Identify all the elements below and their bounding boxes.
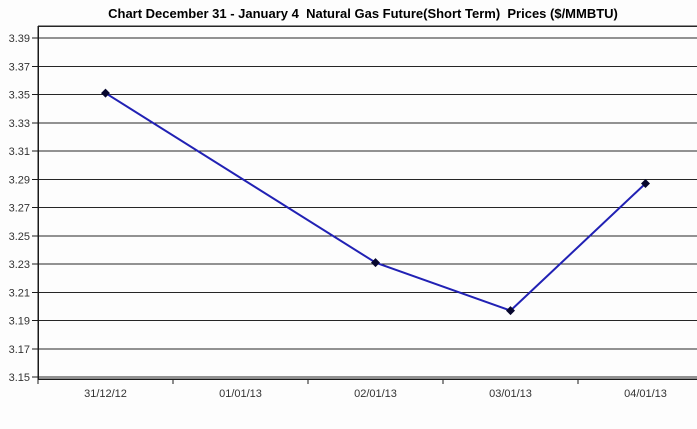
y-axis-tick-label: 3.19 bbox=[9, 316, 30, 328]
price-series-line bbox=[104, 92, 647, 312]
y-axis-tick-label: 3.23 bbox=[9, 259, 30, 271]
y-axis-tick-label: 3.27 bbox=[9, 203, 30, 215]
data-point-marker bbox=[506, 306, 515, 316]
y-axis-tick-label: 3.35 bbox=[9, 90, 30, 102]
x-axis-tick-label: 03/01/13 bbox=[489, 388, 532, 400]
y-axis-tick-label: 3.39 bbox=[9, 33, 30, 45]
y-axis-tick-label: 3.21 bbox=[9, 287, 30, 299]
y-axis-tick-label: 3.15 bbox=[9, 372, 30, 384]
data-point-marker bbox=[641, 178, 650, 188]
x-axis-tick-label: 04/01/13 bbox=[624, 388, 667, 400]
y-axis-tick-label: 3.37 bbox=[9, 61, 30, 73]
y-axis-tick-label: 3.17 bbox=[9, 344, 30, 356]
y-axis-tick-label: 3.33 bbox=[9, 118, 30, 130]
data-point-marker bbox=[101, 88, 110, 98]
y-axis-tick-label: 3.31 bbox=[9, 146, 30, 158]
y-axis-tick-label: 3.25 bbox=[9, 231, 30, 243]
y-axis-tick-label: 3.29 bbox=[9, 174, 30, 186]
chart-title: Chart December 31 - January 4 Natural Ga… bbox=[108, 6, 618, 21]
x-axis-tick-label: 01/01/13 bbox=[219, 388, 262, 400]
x-axis-tick-label: 02/01/13 bbox=[354, 388, 397, 400]
x-axis-tick-label: 31/12/12 bbox=[84, 388, 127, 400]
data-point-marker bbox=[371, 258, 380, 268]
